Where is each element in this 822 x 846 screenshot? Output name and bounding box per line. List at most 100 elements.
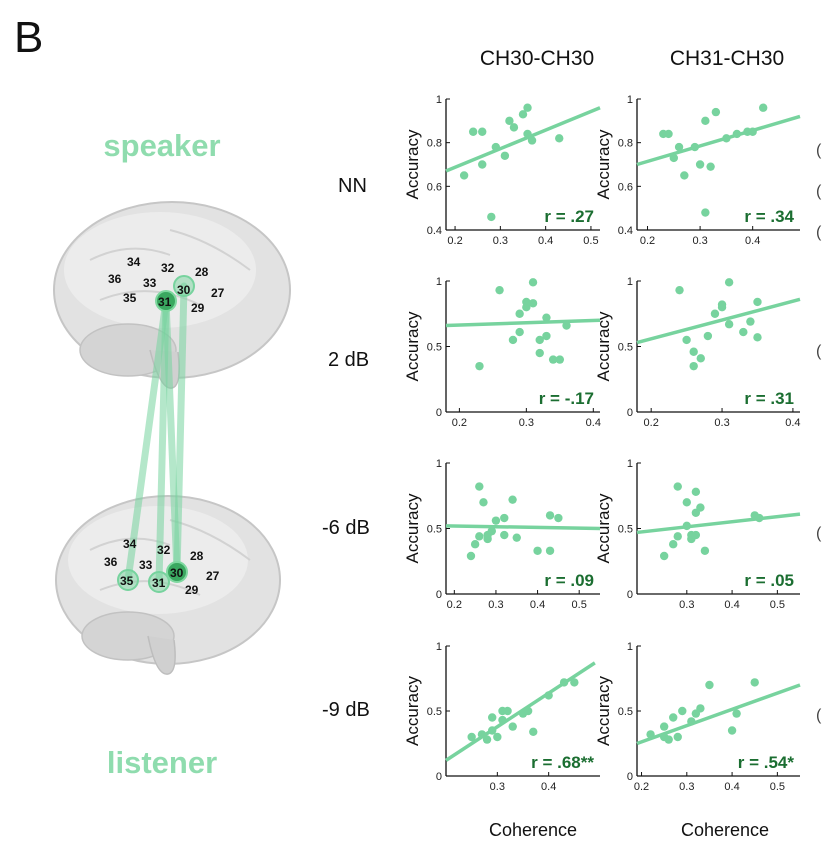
data-point xyxy=(523,129,532,139)
data-point xyxy=(523,103,532,112)
data-point xyxy=(503,706,512,716)
data-point xyxy=(487,212,496,222)
y-tick-label: 0 xyxy=(627,771,633,783)
y-tick-label: 0.5 xyxy=(427,524,442,536)
data-point xyxy=(753,333,762,342)
connection-31-35 xyxy=(124,297,170,584)
data-point xyxy=(696,704,705,713)
data-point xyxy=(545,546,555,555)
row-label-9db: -9 dB xyxy=(322,699,370,721)
data-point xyxy=(488,726,497,735)
data-point xyxy=(555,355,565,364)
listener-channel-31-marker xyxy=(148,571,170,593)
speaker-channel-32: 32 xyxy=(161,261,175,275)
scatter-panel-4-2: 0 0.5 1 0.2 0.3 0.4 0.5 Accuracy r = .54* xyxy=(594,641,801,793)
data-point xyxy=(691,530,701,540)
data-point xyxy=(669,540,678,549)
data-point xyxy=(700,546,710,555)
y-axis-label: Accuracy xyxy=(594,311,613,381)
data-point xyxy=(675,285,684,295)
data-point xyxy=(678,706,687,716)
data-point xyxy=(669,153,679,163)
correlation-label: r = .05 xyxy=(744,571,794,590)
connection-30-30 xyxy=(173,282,188,576)
data-point xyxy=(727,726,737,735)
svg-text:(: ( xyxy=(816,183,822,200)
regression-line xyxy=(636,297,801,345)
data-point xyxy=(527,136,537,145)
regression-line xyxy=(445,524,601,531)
data-point xyxy=(682,335,691,345)
x-tick-label: 0.3 xyxy=(714,417,729,429)
regression-line xyxy=(636,114,801,167)
data-point xyxy=(491,142,501,152)
data-point xyxy=(515,309,524,318)
data-point xyxy=(758,103,768,112)
y-tick-label: 0.5 xyxy=(427,706,442,718)
data-point xyxy=(674,142,684,152)
data-point xyxy=(722,134,731,143)
data-point xyxy=(500,151,510,160)
listener-channel-36: 36 xyxy=(104,555,118,569)
data-point xyxy=(478,160,487,169)
y-tick-label: 1 xyxy=(627,94,633,106)
data-point xyxy=(518,110,528,119)
x-tick-label: 0.4 xyxy=(745,235,760,247)
data-point xyxy=(509,123,519,132)
x-tick-label: 0.4 xyxy=(724,781,739,793)
x-tick-label: 0.5 xyxy=(770,599,785,611)
y-tick-label: 0.8 xyxy=(618,138,633,150)
x-tick-label: 0.3 xyxy=(692,235,707,247)
listener-channel-35-marker xyxy=(117,569,139,591)
listener-channel-30-marker xyxy=(166,561,188,583)
data-point xyxy=(659,722,669,731)
x-tick-label: 0.4 xyxy=(586,417,601,429)
data-point xyxy=(467,732,476,742)
data-point xyxy=(710,309,720,318)
data-point xyxy=(487,526,496,536)
svg-text:(: ( xyxy=(816,525,822,542)
data-point xyxy=(515,327,524,337)
x-tick-label: 0.4 xyxy=(785,417,800,429)
y-tick-label: 0 xyxy=(436,771,442,783)
data-point xyxy=(512,533,521,542)
y-axis-label: Accuracy xyxy=(594,676,613,746)
data-point xyxy=(701,208,710,217)
scatter-panel-1-2: 0.4 0.6 0.8 1 0.2 0.3 0.4 Accuracy r = .34 xyxy=(594,94,801,247)
data-point xyxy=(535,335,544,345)
data-point xyxy=(646,730,655,739)
scatter-panel-3-1: 0 0.5 1 0.2 0.3 0.4 0.5 Accuracy r = .09 xyxy=(403,458,601,611)
svg-text:(: ( xyxy=(816,343,822,360)
data-point xyxy=(555,134,564,143)
x-tick-label: 0.3 xyxy=(679,599,694,611)
speaker-channel-30-marker xyxy=(173,275,195,297)
scatter-panel-2-1: 0 0.5 1 0.2 0.3 0.4 Accuracy r = -.17 xyxy=(403,276,601,429)
y-tick-label: 0.5 xyxy=(618,524,633,536)
speaker-channel-36: 36 xyxy=(108,272,122,286)
data-point xyxy=(724,320,734,329)
data-point xyxy=(535,348,544,358)
speaker-channel-markers: 34 32 28 36 33 30 27 35 31 29 xyxy=(108,255,225,315)
y-axis-label: Accuracy xyxy=(594,493,613,563)
speaker-brain xyxy=(53,201,291,389)
connection-lines xyxy=(124,282,188,586)
data-point xyxy=(466,551,476,561)
data-point xyxy=(544,691,553,700)
correlation-label: r = .34 xyxy=(744,207,794,226)
data-point xyxy=(522,297,531,307)
svg-text:(: ( xyxy=(816,142,822,159)
data-point xyxy=(689,361,698,371)
speaker-channel-31: 31 xyxy=(158,295,172,309)
listener-channel-29: 29 xyxy=(185,583,199,597)
y-tick-label: 1 xyxy=(436,458,442,470)
correlation-label: r = .31 xyxy=(744,389,794,408)
y-tick-label: 0.5 xyxy=(618,342,633,354)
data-point xyxy=(523,706,533,716)
speaker-channel-33: 33 xyxy=(143,276,157,290)
data-point xyxy=(508,335,518,345)
svg-text:(: ( xyxy=(816,224,822,241)
x-tick-label: 0.2 xyxy=(640,235,655,247)
data-point xyxy=(673,732,682,742)
data-point xyxy=(542,331,551,341)
